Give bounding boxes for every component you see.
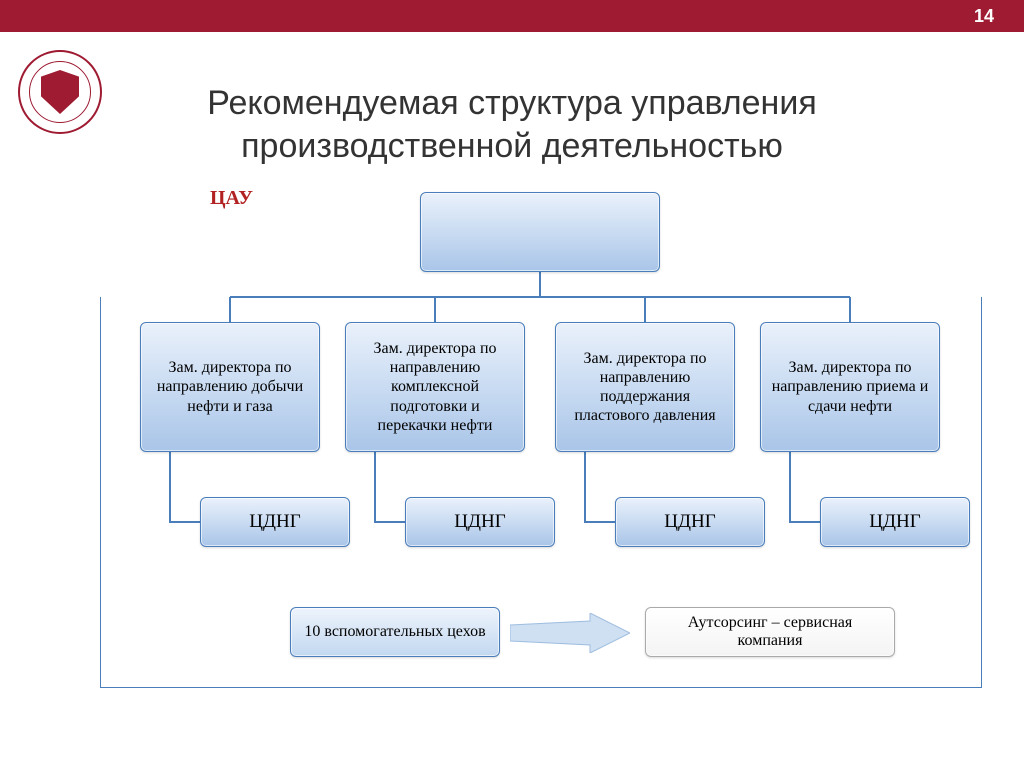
director-node-3: Зам. директора по направлению поддержани… (555, 322, 735, 452)
director-node-2: Зам. директора по направлению комплексно… (345, 322, 525, 452)
org-chart: ЦАУ Зам. директора по направлению добычи… (0, 177, 1024, 737)
chau-label: ЦАУ (210, 187, 253, 210)
arrow-icon (510, 613, 630, 653)
root-node (420, 192, 660, 272)
university-logo (18, 50, 102, 134)
aux-node: 10 вспомогательных цехов (290, 607, 500, 657)
outsourcing-node: Аутсорсинг – сервисная компания (645, 607, 895, 657)
page-title: Рекомендуемая структура управления произ… (0, 32, 1024, 177)
director-node-4: Зам. директора по направлению приема и с… (760, 322, 940, 452)
director-node-1: Зам. директора по направлению добычи неф… (140, 322, 320, 452)
leaf-node-3: ЦДНГ (615, 497, 765, 547)
leaf-node-4: ЦДНГ (820, 497, 970, 547)
top-bar: 14 (0, 0, 1024, 32)
leaf-node-1: ЦДНГ (200, 497, 350, 547)
page-number: 14 (974, 6, 994, 27)
leaf-node-2: ЦДНГ (405, 497, 555, 547)
